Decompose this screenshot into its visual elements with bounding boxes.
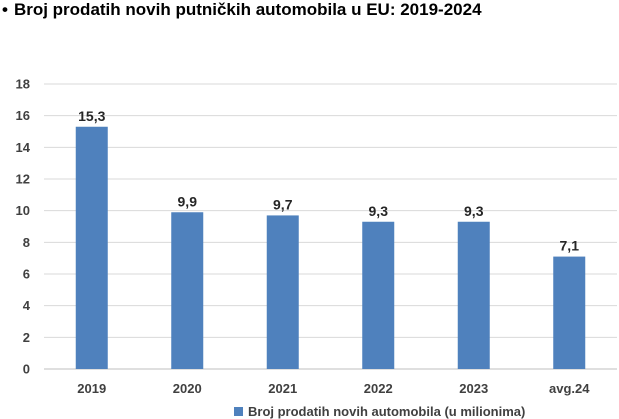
axes: 0 2 4 6 8 10 12 14 16 18 2019 2020 2021 2022 2023 avg.2… <box>16 77 617 396</box>
legend-entry: Broj prodatih novih automobila (u milion… <box>234 404 525 419</box>
y-tick-label: 16 <box>16 108 30 123</box>
data-labels: 15,3 9,9 9,7 9,3 9,3 7,1 <box>78 108 579 254</box>
y-tick-label: 4 <box>23 298 31 313</box>
data-label: 9,7 <box>273 196 293 212</box>
bar <box>171 212 204 369</box>
bar <box>75 126 108 369</box>
bar <box>553 256 586 369</box>
bar <box>457 221 490 369</box>
gridlines <box>44 83 617 338</box>
y-tick-label: 0 <box>23 362 30 377</box>
bars <box>75 126 586 369</box>
data-label: 9,9 <box>178 193 198 209</box>
data-label: 9,3 <box>464 203 484 219</box>
chart-title-text: Broj prodatih novih putničkih automobila… <box>13 0 482 19</box>
y-tick-label: 6 <box>23 267 30 282</box>
y-tick-label: 18 <box>16 77 30 92</box>
chart-title: • Broj prodatih novih putničkih automobil… <box>2 0 482 20</box>
x-tick-label: 2021 <box>268 381 297 396</box>
y-tick-label: 2 <box>23 330 30 345</box>
legend-label: Broj prodatih novih automobila (u milion… <box>248 404 525 419</box>
bar <box>362 221 395 369</box>
data-label: 7,1 <box>560 238 580 254</box>
data-label: 15,3 <box>78 108 105 124</box>
y-tick-label: 14 <box>16 140 31 155</box>
x-tick-label: 2020 <box>173 381 202 396</box>
bullet-icon: • <box>2 0 8 19</box>
legend-swatch <box>234 407 243 416</box>
bar <box>266 215 299 369</box>
data-label: 9,3 <box>369 203 389 219</box>
y-tick-label: 8 <box>23 235 30 250</box>
x-tick-label: avg.24 <box>549 381 590 396</box>
x-tick-label: 2019 <box>77 381 106 396</box>
y-tick-label: 10 <box>16 203 30 218</box>
x-tick-label: 2022 <box>364 381 393 396</box>
legend: Broj prodatih novih automobila (u milion… <box>234 404 525 419</box>
x-tick-label: 2023 <box>459 381 488 396</box>
y-tick-label: 12 <box>16 172 30 187</box>
